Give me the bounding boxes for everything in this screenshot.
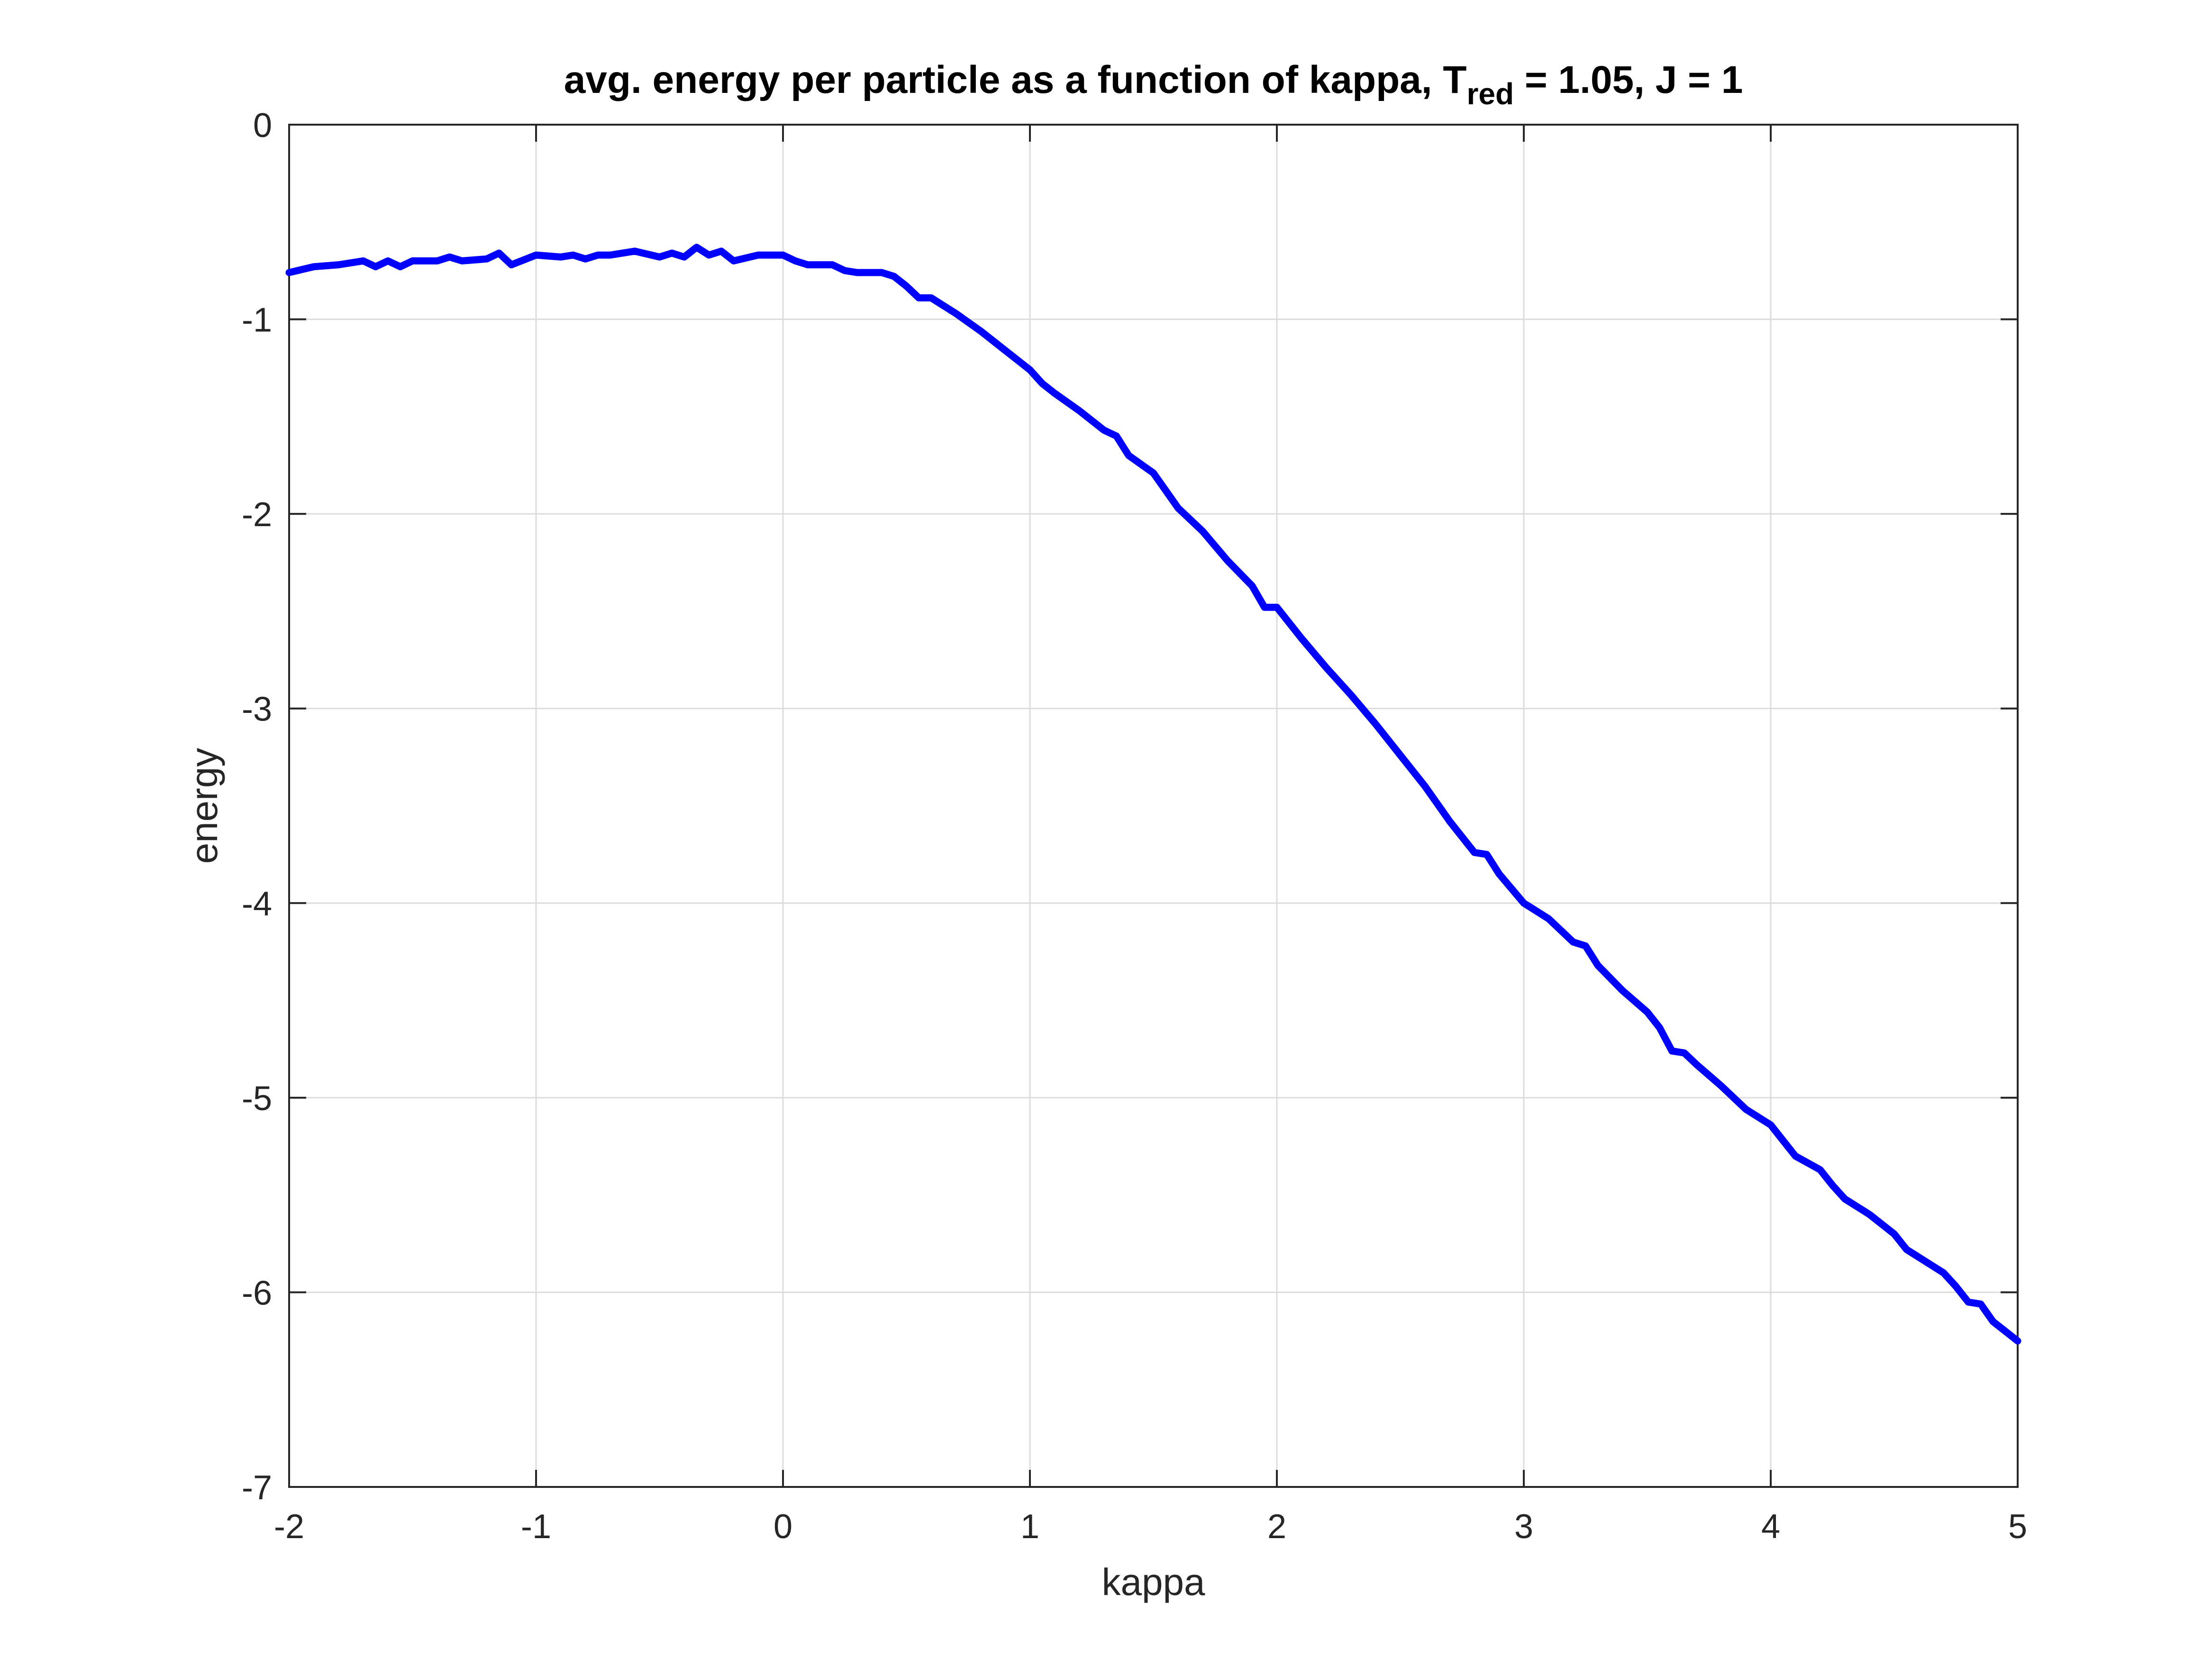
- series: [285, 244, 2021, 1345]
- x-tick-label: -1: [521, 1508, 551, 1546]
- y-tick-label: -4: [242, 885, 272, 923]
- x-tick-label: -2: [274, 1508, 304, 1546]
- x-tick-label: 0: [774, 1508, 792, 1546]
- x-tick-label: 4: [1761, 1508, 1780, 1546]
- grid: [289, 125, 2018, 1487]
- x-tick-label: 2: [1267, 1508, 1286, 1546]
- y-tick-label: -7: [242, 1469, 272, 1507]
- y-tick-label: -3: [242, 691, 272, 729]
- chart-title-main: avg. energy per particle as a function o…: [564, 58, 1467, 101]
- series-line: [285, 244, 2021, 1345]
- y-tick-label: 0: [253, 107, 272, 145]
- chart-title-subscript: red: [1466, 77, 1514, 111]
- y-tick-label: -1: [242, 301, 272, 339]
- y-tick-label: -2: [242, 496, 272, 534]
- axes-box: [288, 124, 2019, 1488]
- x-tick-label: 5: [2008, 1508, 2027, 1546]
- x-tick-labels: -2 -1 0 1 2 3 4 5: [274, 1508, 2027, 1546]
- x-tick-label: 1: [1020, 1508, 1039, 1546]
- x-tick-label: 3: [1514, 1508, 1533, 1546]
- y-tick-labels: 0 -1 -2 -3 -4 -5 -6 -7: [242, 107, 272, 1507]
- y-tick-label: -6: [242, 1274, 272, 1312]
- axis-ticks: [288, 124, 2019, 1488]
- chart-title-suffix: = 1.05, J = 1: [1514, 58, 1743, 101]
- chart-title: avg. energy per particle as a function o…: [564, 58, 1743, 111]
- x-axis-label: kappa: [1102, 1561, 1205, 1603]
- y-axis-label: energy: [183, 748, 225, 864]
- y-tick-label: -5: [242, 1080, 272, 1118]
